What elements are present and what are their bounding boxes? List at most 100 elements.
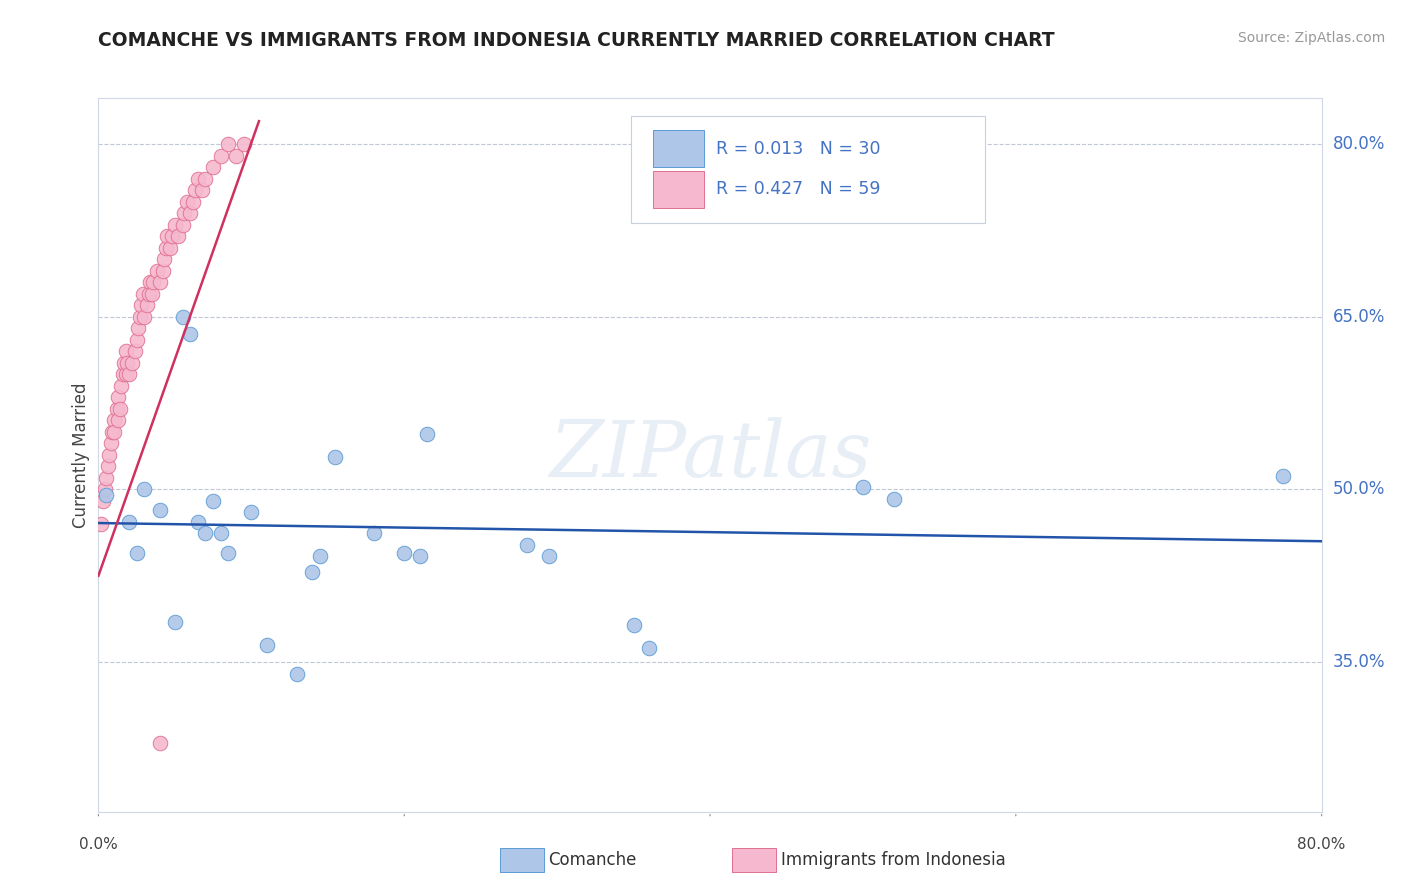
FancyBboxPatch shape [733,848,776,872]
Point [98,448,121,462]
Point [184,183,207,197]
Point [883,491,905,506]
Point [93,483,115,497]
Point [187,171,209,186]
Point [301,566,323,580]
Text: R = 0.427   N = 59: R = 0.427 N = 59 [716,180,880,198]
Point [217,546,239,560]
Point [176,194,198,209]
Point [637,641,661,656]
Point [138,286,160,301]
Point [152,264,174,278]
Point [172,218,194,232]
Point [90,516,112,531]
Point [194,171,217,186]
Point [134,483,156,497]
Point [136,298,159,312]
Point [209,526,232,541]
Point [124,344,146,359]
Point [105,401,128,416]
Point [516,538,538,552]
Point [232,137,254,152]
Point [181,194,204,209]
Point [202,494,225,508]
Point [225,149,247,163]
Text: Immigrants from Indonesia: Immigrants from Indonesia [780,851,1005,869]
Point [129,298,152,312]
Text: Comanche: Comanche [548,851,637,869]
Point [149,503,172,517]
Point [125,546,148,560]
Point [159,241,181,255]
Point [408,549,430,564]
Point [1272,468,1295,483]
Point [363,526,385,541]
Point [179,206,201,220]
Text: COMANCHE VS IMMIGRANTS FROM INDONESIA CURRENTLY MARRIED CORRELATION CHART: COMANCHE VS IMMIGRANTS FROM INDONESIA CU… [98,31,1054,50]
FancyBboxPatch shape [630,116,986,223]
Point [149,275,172,289]
Point [94,471,117,485]
Point [194,526,217,541]
Point [217,137,239,152]
Point [623,618,645,632]
Text: 80.0%: 80.0% [1333,136,1385,153]
Point [191,183,214,197]
Point [110,379,132,393]
Text: 50.0%: 50.0% [1333,481,1385,499]
Text: ZIPatlas: ZIPatlas [548,417,872,493]
Text: R = 0.013   N = 30: R = 0.013 N = 30 [716,140,880,158]
Point [163,615,186,629]
Point [132,286,155,301]
Text: Source: ZipAtlas.com: Source: ZipAtlas.com [1237,31,1385,45]
Point [117,356,139,370]
Point [107,390,129,404]
Point [115,368,138,382]
Point [538,549,561,564]
Point [91,494,114,508]
Point [101,425,124,439]
Point [100,436,122,450]
Point [103,413,125,427]
Point [115,344,138,359]
Point [285,666,308,681]
Point [155,241,177,255]
Text: 80.0%: 80.0% [1298,837,1346,852]
Point [97,459,120,474]
Point [107,413,129,427]
Point [141,286,163,301]
Point [127,321,149,335]
Point [142,275,165,289]
Point [153,252,176,267]
Point [112,356,135,370]
Point [187,515,209,529]
Point [118,368,141,382]
Point [134,310,156,324]
Y-axis label: Currently Married: Currently Married [72,382,90,528]
Point [94,488,117,502]
Point [392,546,416,560]
Point [172,310,194,324]
Point [108,401,131,416]
FancyBboxPatch shape [652,171,704,208]
Point [121,356,143,370]
Point [852,480,875,494]
Point [160,229,183,244]
FancyBboxPatch shape [499,848,544,872]
Point [145,264,167,278]
Point [128,310,150,324]
Point [118,515,141,529]
Text: 65.0%: 65.0% [1333,308,1385,326]
Point [139,275,162,289]
Point [163,218,186,232]
FancyBboxPatch shape [652,130,704,168]
Point [209,149,232,163]
Point [111,368,134,382]
Point [173,206,195,220]
Point [416,427,439,442]
Point [149,736,172,750]
Point [103,425,125,439]
Point [125,333,148,347]
Point [179,327,201,342]
Text: 35.0%: 35.0% [1333,653,1385,671]
